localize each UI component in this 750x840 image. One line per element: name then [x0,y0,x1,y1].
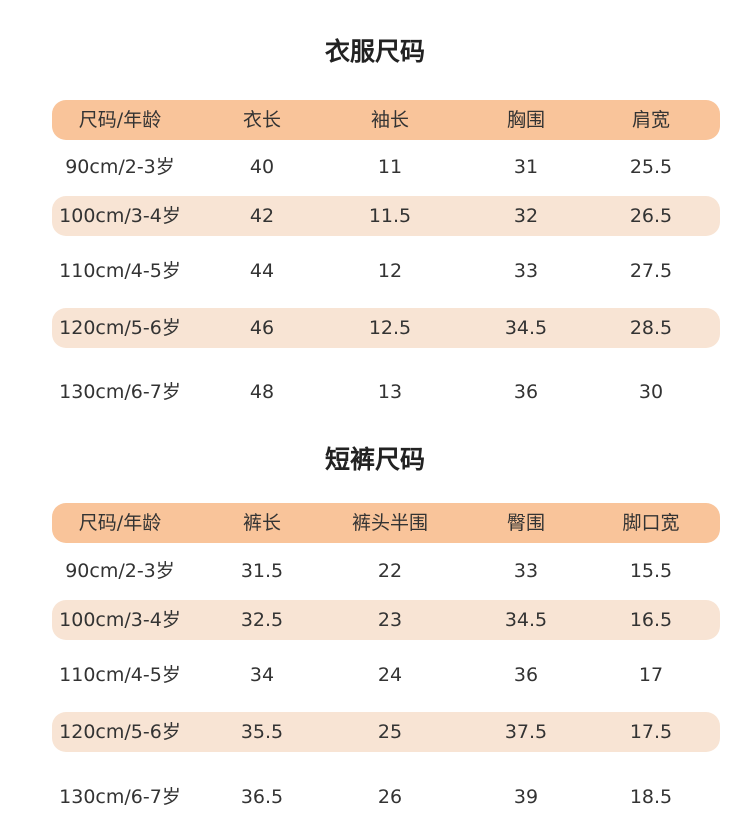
table-cell: 27.5 [629,260,673,282]
table-cell: 35.5 [240,721,284,743]
table-cell: 130cm/6-7岁 [59,786,181,808]
table-cell: 25.5 [629,156,673,178]
table-cell: 46 [249,317,275,339]
table-cell: 37.5 [504,721,548,743]
header-cell: 尺码/年龄 [78,512,162,534]
header-bar [52,100,720,140]
table-cell: 32 [513,205,539,227]
table-cell: 34 [249,664,275,686]
table-cell: 36 [513,664,539,686]
header-cell: 袖长 [370,109,409,131]
table-title: 短裤尺码 [324,445,425,474]
table-cell: 100cm/3-4岁 [59,609,181,631]
table-cell: 13 [377,381,403,403]
table-cell: 22 [377,560,403,582]
table-cell: 28.5 [629,317,673,339]
table-cell: 11 [377,156,403,178]
table-cell: 11.5 [368,205,412,227]
table-cell: 15.5 [629,560,673,582]
table-cell: 25 [377,721,403,743]
table-cell: 110cm/4-5岁 [59,260,181,282]
table-cell: 26 [377,786,403,808]
header-cell: 裤长 [242,512,281,534]
table-cell: 90cm/2-3岁 [65,560,175,582]
row-band [52,712,720,752]
table-cell: 31.5 [240,560,284,582]
header-cell: 胸围 [506,109,545,131]
table-cell: 32.5 [240,609,284,631]
table-cell: 18.5 [629,786,673,808]
header-cell: 衣长 [242,109,281,131]
table-title: 衣服尺码 [324,37,425,66]
table-cell: 33 [513,560,539,582]
table-cell: 24 [377,664,403,686]
row-band [52,196,720,236]
header-cell: 脚口宽 [622,512,680,534]
row-band [52,308,720,348]
header-cell: 裤头半围 [351,512,428,534]
table-cell: 12.5 [368,317,412,339]
table-cell: 120cm/5-6岁 [59,721,181,743]
table-cell: 120cm/5-6岁 [59,317,181,339]
table-cell: 40 [249,156,275,178]
table-cell: 30 [638,381,664,403]
table-cell: 12 [377,260,403,282]
table-cell: 23 [377,609,403,631]
header-cell: 臀围 [506,512,545,534]
table-cell: 44 [249,260,275,282]
table-cell: 31 [513,156,539,178]
table-cell: 39 [513,786,539,808]
table-cell: 26.5 [629,205,673,227]
table-cell: 100cm/3-4岁 [59,205,181,227]
table-cell: 110cm/4-5岁 [59,664,181,686]
table-cell: 42 [249,205,275,227]
row-band [52,600,720,640]
table-cell: 17.5 [629,721,673,743]
header-bar [52,503,720,543]
header-cell: 肩宽 [631,109,670,131]
table-cell: 90cm/2-3岁 [65,156,175,178]
table-cell: 16.5 [629,609,673,631]
table-cell: 34.5 [504,317,548,339]
table-cell: 17 [638,664,664,686]
table-cell: 48 [249,381,275,403]
header-cell: 尺码/年龄 [78,109,162,131]
table-cell: 36.5 [240,786,284,808]
table-cell: 130cm/6-7岁 [59,381,181,403]
table-cell: 33 [513,260,539,282]
table-cell: 34.5 [504,609,548,631]
table-cell: 36 [513,381,539,403]
